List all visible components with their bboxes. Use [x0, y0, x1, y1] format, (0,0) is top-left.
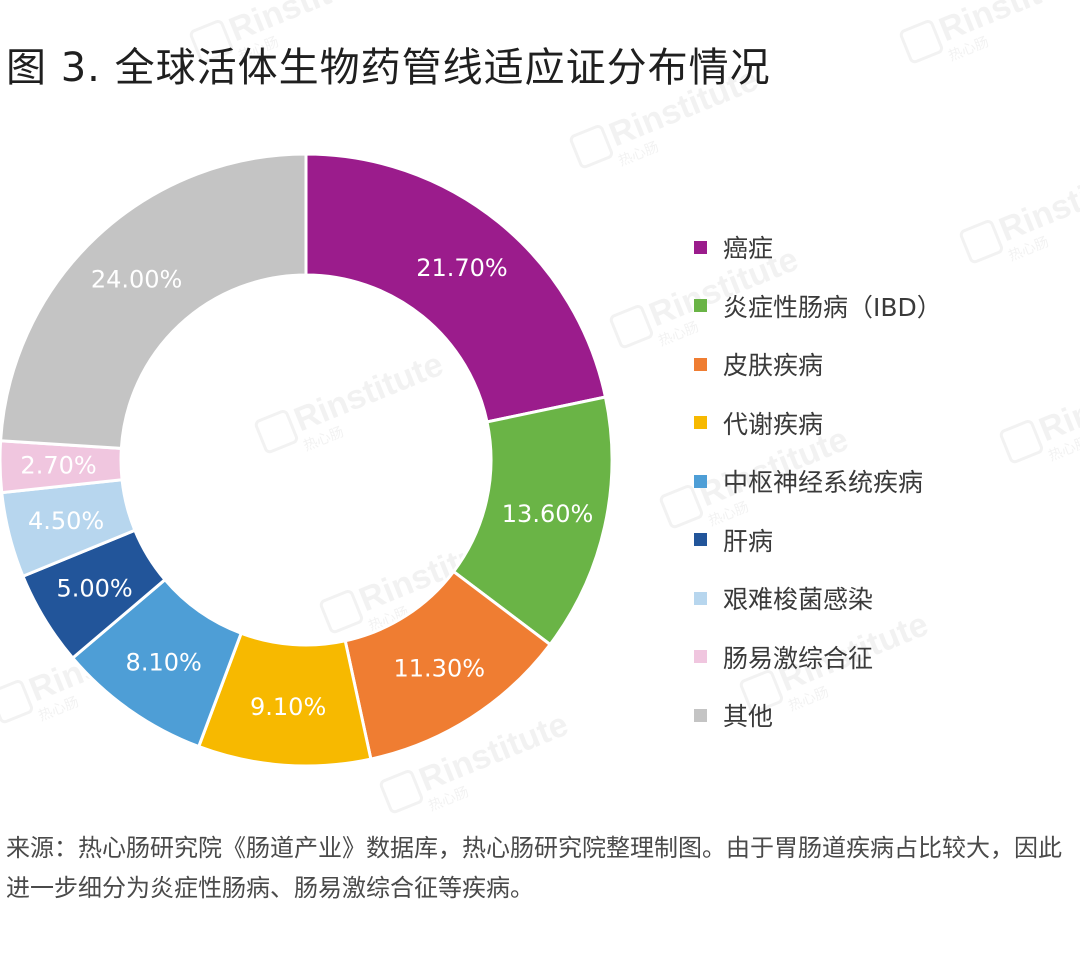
legend-item: 癌症 — [694, 218, 1074, 277]
legend-label: 肝病 — [723, 526, 774, 556]
donut-slice — [304, 152, 608, 424]
legend-swatch — [694, 240, 707, 254]
legend-item: 中枢神经系统疾病 — [694, 452, 1074, 511]
legend-swatch — [694, 416, 707, 430]
source-note: 来源：热心肠研究院《肠道产业》数据库，热心肠研究院整理制图。由于胃肠道疾病占比较… — [6, 834, 1062, 902]
legend-label: 癌症 — [723, 234, 774, 264]
legend-label: 代谢疾病 — [723, 409, 824, 439]
legend-swatch — [694, 299, 707, 313]
slice-data-label: 4.50% — [28, 507, 104, 535]
legend-item: 肠易激综合征 — [694, 628, 1074, 687]
legend-item: 皮肤疾病 — [694, 335, 1074, 394]
slice-data-label: 21.70% — [416, 254, 508, 282]
figure-title: 图 3. 全球活体生物药管线适应证分布情况 — [6, 45, 771, 91]
slice-data-label: 9.10% — [250, 693, 326, 721]
legend-swatch — [694, 474, 707, 488]
legend-item: 炎症性肠病（IBD） — [694, 277, 1074, 336]
legend-label: 肠易激综合征 — [723, 643, 874, 673]
legend-item: 艰难梭菌感染 — [694, 569, 1074, 628]
chart-legend: 癌症炎症性肠病（IBD） 皮肤疾病代谢疾病中枢神经系统疾病 肝病艰难梭菌感染 肠易激综… — [694, 218, 1074, 745]
legend-label: 皮肤疾病 — [723, 351, 824, 381]
legend-label: 其他 — [723, 702, 774, 732]
legend-swatch — [694, 357, 707, 371]
slice-data-label: 5.00% — [56, 575, 132, 603]
legend-label: 中枢神经系统疾病 — [723, 468, 924, 498]
slice-data-label: 24.00% — [91, 266, 183, 294]
legend-item: 肝病 — [694, 511, 1074, 570]
legend-item: 其他 — [694, 686, 1074, 745]
legend-label: 艰难梭菌感染 — [723, 585, 874, 615]
donut-chart: 21.70% 13.60% 11.30% 9.10% 8.10% 5.00% 4.50% 2.… — [0, 152, 614, 768]
donut-slice — [0, 152, 308, 450]
legend-swatch — [694, 533, 707, 547]
watermark-logo-icon — [897, 18, 945, 66]
legend-swatch — [694, 650, 707, 664]
slice-data-label: 8.10% — [126, 648, 202, 676]
legend-label: 炎症性肠病（IBD） — [723, 292, 942, 322]
slice-data-label: 2.70% — [20, 451, 96, 479]
slice-data-label: 13.60% — [502, 500, 594, 528]
slice-data-label: 11.30% — [394, 655, 486, 683]
donut-slices — [0, 152, 614, 768]
legend-item: 代谢疾病 — [694, 394, 1074, 453]
donut-data-labels: 21.70% 13.60% 11.30% 9.10% 8.10% 5.00% 4.50% 2.… — [20, 254, 593, 721]
legend-swatch — [694, 708, 707, 722]
legend-swatch — [694, 591, 707, 605]
